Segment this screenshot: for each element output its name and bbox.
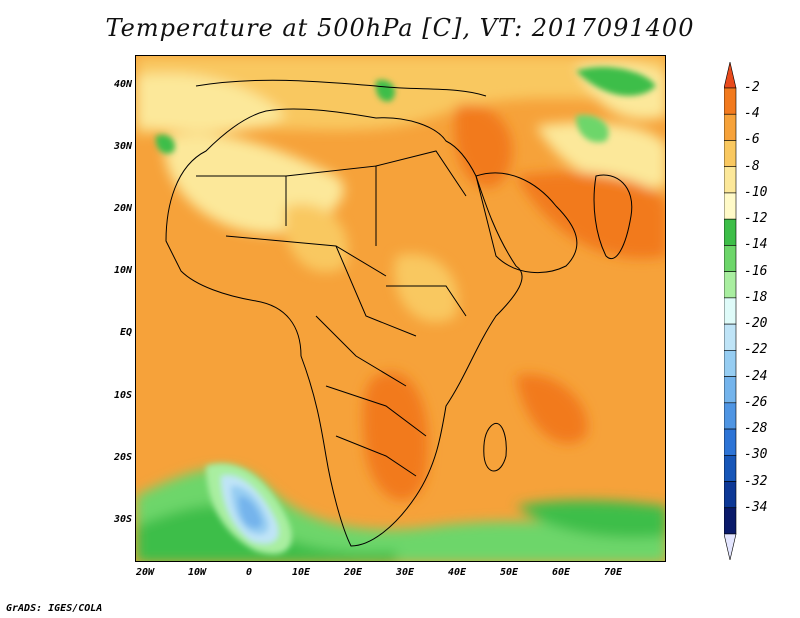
colorbar-tick-label: -22	[744, 342, 768, 358]
temperature-map	[135, 55, 666, 562]
x-tick-label: 30E	[395, 567, 415, 578]
map-title: Temperature at 500hPa [C], VT: 201709140…	[105, 14, 695, 42]
y-tick-label: 40N	[113, 79, 132, 90]
colorbar-swatch	[724, 297, 737, 325]
colorbar-swatch	[724, 113, 737, 141]
colorbar-tick-label: -2	[744, 80, 760, 95]
colorbar-swatch	[724, 218, 737, 246]
x-tick-label: 0	[245, 567, 253, 578]
y-tick-label: 30S	[113, 514, 132, 525]
colorbar-swatch	[724, 454, 737, 482]
colorbar-tick-label: -18	[744, 289, 768, 305]
colorbar-tick-label: -12	[744, 211, 768, 227]
x-tick-label: 20E	[343, 567, 363, 578]
y-tick-label: EQ	[119, 327, 132, 338]
colorbar-tick-label: -14	[744, 237, 768, 253]
colorbar-swatch	[724, 481, 737, 509]
x-tick-label: 20W	[135, 567, 155, 578]
colorbar-swatch	[724, 271, 737, 299]
colorbar-tick-label: -20	[744, 316, 768, 332]
coastlines	[165, 79, 633, 547]
colorbar-swatch	[724, 87, 737, 115]
colorbar-tick-label: -10	[744, 184, 768, 200]
cold-core	[155, 66, 656, 555]
colorbar-tick-label: -34	[744, 499, 768, 515]
colorbar-swatch	[724, 245, 737, 272]
colorbar	[724, 62, 737, 560]
colorbar-swatch	[724, 166, 737, 194]
colorbar-swatch	[724, 140, 737, 168]
colorbar-bottom-arrow	[724, 533, 737, 560]
colorbar-tick-label: -26	[744, 394, 768, 410]
y-tick-label: 10S	[113, 390, 132, 401]
colorbar-swatch	[724, 192, 737, 220]
x-tick-label: 50E	[499, 567, 519, 578]
y-tick-label: 20S	[113, 452, 132, 463]
x-tick-label: 40E	[447, 567, 467, 578]
colorbar-tick-label: -4	[744, 106, 760, 122]
y-tick-label: 20N	[113, 203, 132, 214]
x-tick-label: 60E	[551, 567, 571, 578]
grads-credit: GrADS: IGES/COLA	[6, 603, 103, 614]
colorbar-swatch	[724, 350, 737, 377]
colorbar-swatch	[724, 428, 737, 456]
colorbar-tick-label: -32	[744, 473, 768, 489]
colorbar-tick-label: -28	[744, 421, 768, 437]
colorbar-swatch	[724, 507, 737, 535]
x-tick-label: 70E	[603, 567, 623, 578]
colorbar-tick-label: -16	[744, 263, 768, 279]
colorbar-tick-label: -6	[744, 132, 760, 148]
colorbar-tick-label: -24	[744, 368, 768, 384]
colorbar-top-arrow	[724, 62, 737, 89]
colorbar-tick-label: -30	[744, 447, 768, 463]
colorbar-tick-label: -8	[744, 158, 760, 174]
colorbar-swatch	[724, 402, 737, 430]
x-tick-label: 10W	[187, 567, 207, 578]
y-tick-label: 30N	[113, 141, 132, 152]
colorbar-swatches	[724, 62, 737, 560]
colorbar-swatch	[724, 376, 737, 404]
y-tick-label: 10N	[113, 265, 132, 276]
x-tick-label: 10E	[291, 567, 311, 578]
colorbar-swatch	[724, 323, 737, 351]
temperature-contours	[136, 56, 665, 561]
map-canvas	[136, 56, 665, 561]
